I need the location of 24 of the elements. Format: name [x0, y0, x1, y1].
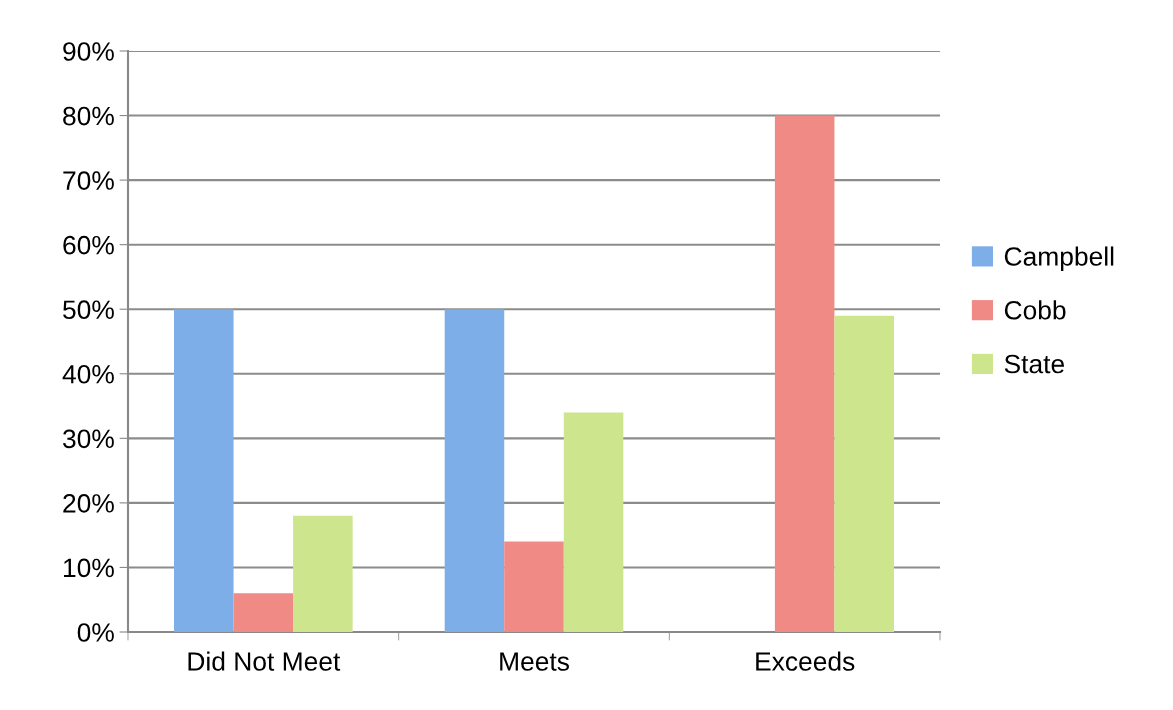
y-tick-label: 40% [62, 364, 114, 384]
legend-label: Cobb [1004, 300, 1066, 320]
legend-label: State [1004, 354, 1064, 374]
y-tick-label: 50% [63, 300, 114, 320]
bar [444, 309, 505, 632]
y-tick-label: 30% [63, 429, 114, 449]
bar [774, 115, 835, 632]
bar [233, 593, 294, 632]
y-tick-label: 60% [63, 235, 114, 255]
bar [834, 315, 894, 632]
y-tick-label: 90% [63, 42, 114, 61]
y-tick-label: 10% [64, 558, 114, 578]
y-tick-label: 20% [63, 494, 114, 513]
x-tick-label: Meets [500, 652, 569, 671]
y-tick-label: 80% [63, 106, 114, 126]
x-tick-label: Did Not Meet [188, 651, 341, 671]
x-tick-label: Exceeds [756, 651, 855, 671]
y-tick-label: 0% [77, 623, 114, 642]
bar [174, 309, 234, 632]
bar [504, 541, 564, 632]
y-tick-label: 70% [63, 171, 114, 190]
bar [293, 515, 353, 632]
bar [563, 412, 624, 632]
legend-label: Campbell [1004, 246, 1114, 272]
